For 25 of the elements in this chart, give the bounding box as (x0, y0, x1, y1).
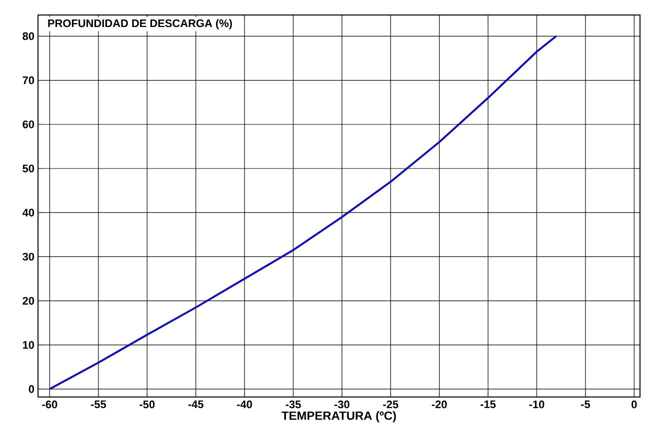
x-tick-label: -30 (334, 400, 350, 408)
y-tick-label: 20 (22, 296, 34, 305)
x-tick-label: -50 (140, 400, 155, 408)
x-tick-label: -35 (286, 400, 301, 408)
x-tick-label: -5 (581, 400, 590, 408)
y-tick-label: 40 (22, 208, 34, 216)
y-tick-label: 0 (28, 385, 34, 393)
x-tick-label: -55 (90, 400, 106, 408)
x-tick-label: -25 (383, 400, 398, 408)
y-tick-label: 50 (22, 164, 34, 172)
x-axis-title: TEMPERATURA (ºC) (282, 411, 396, 422)
y-axis-title: PROFUNDIDAD DE DESCARGA (%) (48, 19, 232, 30)
y-tick-label: 70 (22, 76, 34, 84)
x-tick-label: -60 (42, 400, 58, 408)
x-tick-label: -45 (188, 400, 204, 408)
y-tick-label: 80 (22, 32, 34, 40)
x-tick-label: 0 (632, 400, 637, 408)
x-tick-label: -15 (480, 400, 496, 408)
y-tick-label: 30 (22, 252, 34, 261)
x-tick-label: -20 (432, 400, 447, 408)
x-tick-label: -10 (529, 400, 544, 408)
line-series (48, 35, 558, 390)
y-tick-label: 60 (22, 120, 34, 128)
x-tick-label: -40 (237, 400, 252, 408)
y-tick-label: 10 (22, 341, 34, 349)
